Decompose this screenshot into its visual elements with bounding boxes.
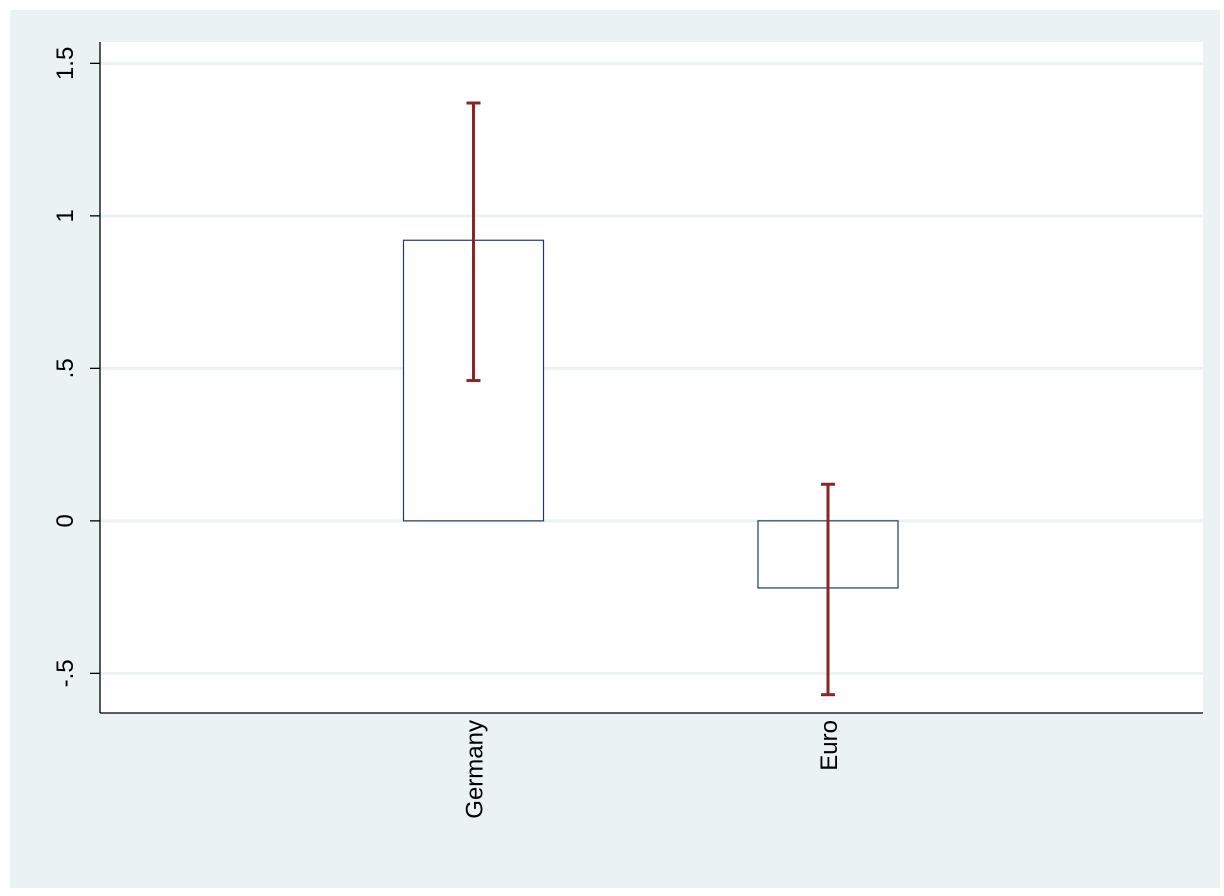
y-tick-label: .5 (52, 358, 79, 378)
x-tick-labels: Germany Euro (462, 720, 844, 819)
error-bar-euro (821, 482, 835, 697)
x-tick-label: Germany (462, 720, 489, 819)
y-tick-labels: -.5 0 .5 1 1.5 (52, 47, 79, 688)
grid-lines (100, 61, 1203, 675)
y-tick-label: 0 (52, 514, 79, 527)
error-bar-germany (466, 101, 481, 383)
y-tick-label: 1.5 (52, 47, 79, 80)
y-tick-label: 1 (52, 209, 79, 222)
y-tick-label: -.5 (52, 659, 79, 687)
axes (90, 42, 1203, 714)
x-tick-label: Euro (816, 720, 843, 771)
plot-area (100, 42, 1203, 713)
error-bars (466, 101, 835, 697)
